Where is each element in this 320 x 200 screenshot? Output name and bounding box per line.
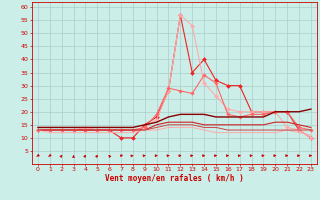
X-axis label: Vent moyen/en rafales ( km/h ): Vent moyen/en rafales ( km/h ) [105,174,244,183]
